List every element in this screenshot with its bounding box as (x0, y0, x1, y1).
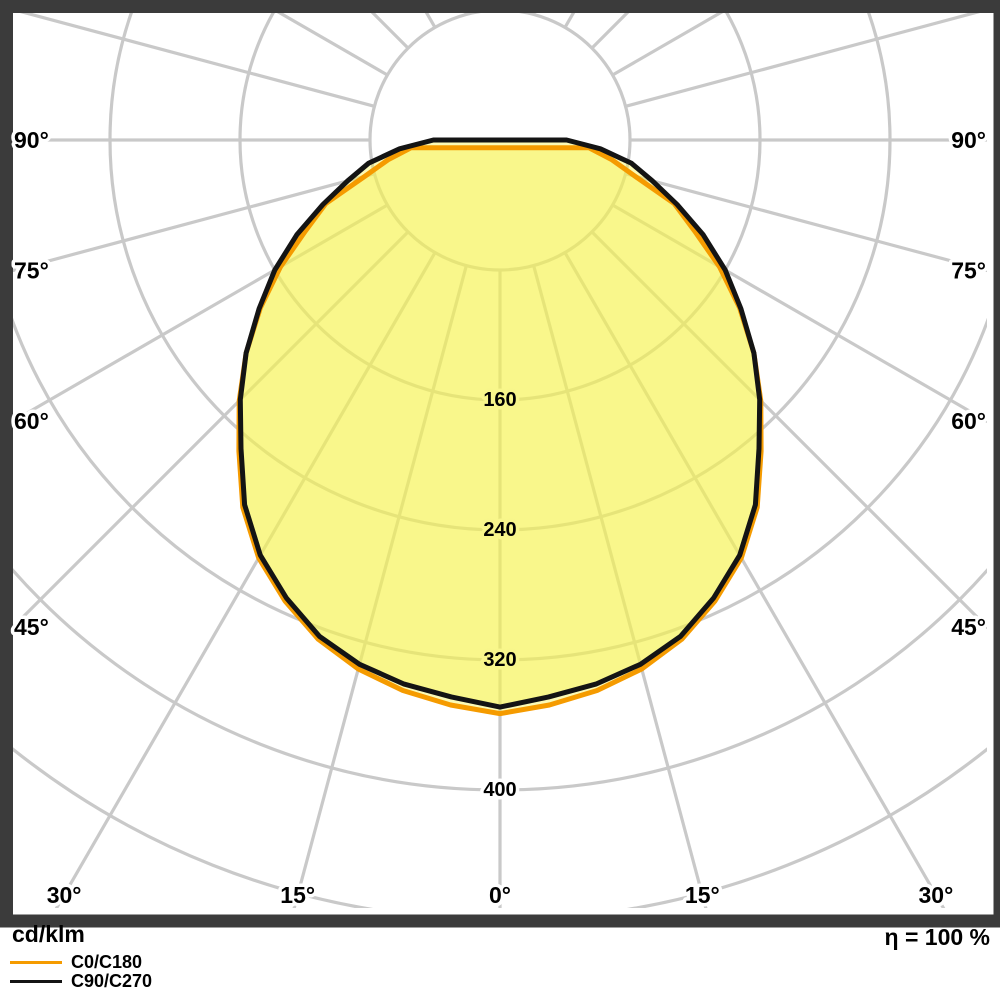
grid-radial-315deg (13, 230, 410, 630)
legend-item-c90-c270: C90/C270 (10, 972, 152, 991)
curve-c90-c270 (237, 137, 763, 710)
grid-radial-105deg (625, 13, 981, 108)
angle-label-right-60: 60° (951, 408, 986, 434)
angle-label-bottom--30: 30° (47, 882, 82, 908)
angle-label-bottom--15: 15° (280, 882, 315, 908)
grid-radial-330deg (54, 251, 437, 908)
grid-radial-30deg (563, 251, 946, 908)
grid-radial-45deg (590, 230, 987, 630)
grid-radial-60deg (611, 203, 987, 424)
angle-label-right-90: 90° (951, 127, 986, 153)
legend-label-c90-c270: C90/C270 (71, 971, 153, 991)
curve-fill-c90-c270 (240, 140, 760, 708)
legend: C0/C180 C90/C270 (10, 953, 152, 991)
angle-label-left-90: 90° (14, 127, 49, 153)
chart-frame (0, 0, 1000, 928)
grid-radial-345deg (292, 265, 468, 908)
ring-label-400: 400 (483, 779, 516, 801)
curve-fill-c0-c180 (238, 147, 762, 714)
angle-label-bottom-30: 30° (919, 882, 954, 908)
ring-label-240: 240 (483, 519, 516, 541)
angle-label-left-60: 60° (14, 408, 49, 434)
legend-line-c90-c270 (10, 980, 62, 983)
legend-item-c0-c180: C0/C180 (10, 953, 152, 972)
legend-label-c0-c180: C0/C180 (71, 952, 143, 972)
angle-label-right-45: 45° (951, 614, 986, 640)
unit-label: cd/klm (12, 921, 85, 947)
angle-label-left-75: 75° (14, 257, 49, 283)
ring-label-320: 320 (483, 649, 516, 671)
curves (236, 137, 764, 717)
grid-radial-285deg (13, 172, 375, 273)
legend-line-c0-c180 (10, 961, 62, 964)
grid-radial-300deg (13, 203, 389, 424)
angle-label-bottom-0: 0° (489, 882, 511, 908)
angle-label-bottom-15: 15° (685, 882, 720, 908)
grid-radial-255deg (19, 13, 375, 108)
angle-label-right-75: 75° (951, 257, 986, 283)
grid-radial-75deg (625, 172, 987, 273)
angle-label-left-45: 45° (14, 614, 49, 640)
ring-label-160: 160 (483, 389, 516, 411)
efficiency-label: η = 100 % (884, 924, 990, 950)
grid-radial-15deg (532, 265, 708, 908)
